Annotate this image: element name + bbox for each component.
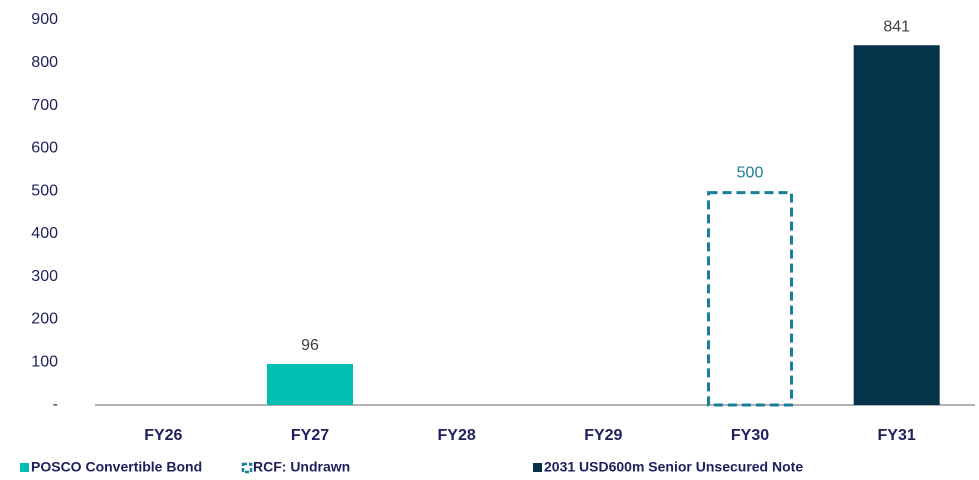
y-tick-label: 500	[31, 182, 58, 199]
y-tick-label: 100	[31, 353, 58, 370]
x-tick-label: FY29	[584, 427, 622, 444]
y-tick-label: 900	[31, 11, 58, 28]
legend-label: 2031 USD600m Senior Unsecured Note	[544, 459, 803, 475]
data-label: 96	[301, 337, 319, 354]
legend-label: POSCO Convertible Bond	[31, 459, 202, 475]
data-label: 841	[883, 18, 910, 35]
x-tick-label: FY27	[291, 427, 329, 444]
x-tick-label: FY30	[731, 427, 769, 444]
bar	[707, 191, 793, 407]
data-label: 500	[737, 164, 764, 181]
legend-marker	[533, 463, 542, 472]
legend-marker	[241, 462, 253, 474]
y-tick-label: 800	[31, 54, 58, 71]
y-tick-label: 200	[31, 311, 58, 328]
y-tick-label: -	[53, 396, 58, 413]
x-tick-label: FY28	[438, 427, 476, 444]
y-tick-label: 700	[31, 97, 58, 114]
y-tick-label: 600	[31, 140, 58, 157]
x-tick-label: FY26	[144, 427, 182, 444]
bar	[853, 45, 940, 405]
legend-label: RCF: Undrawn	[253, 459, 350, 475]
y-tick-label: 400	[31, 225, 58, 242]
bar	[267, 363, 353, 405]
y-tick-label: 300	[31, 268, 58, 285]
x-tick-label: FY31	[878, 427, 916, 444]
legend-marker	[20, 463, 29, 472]
